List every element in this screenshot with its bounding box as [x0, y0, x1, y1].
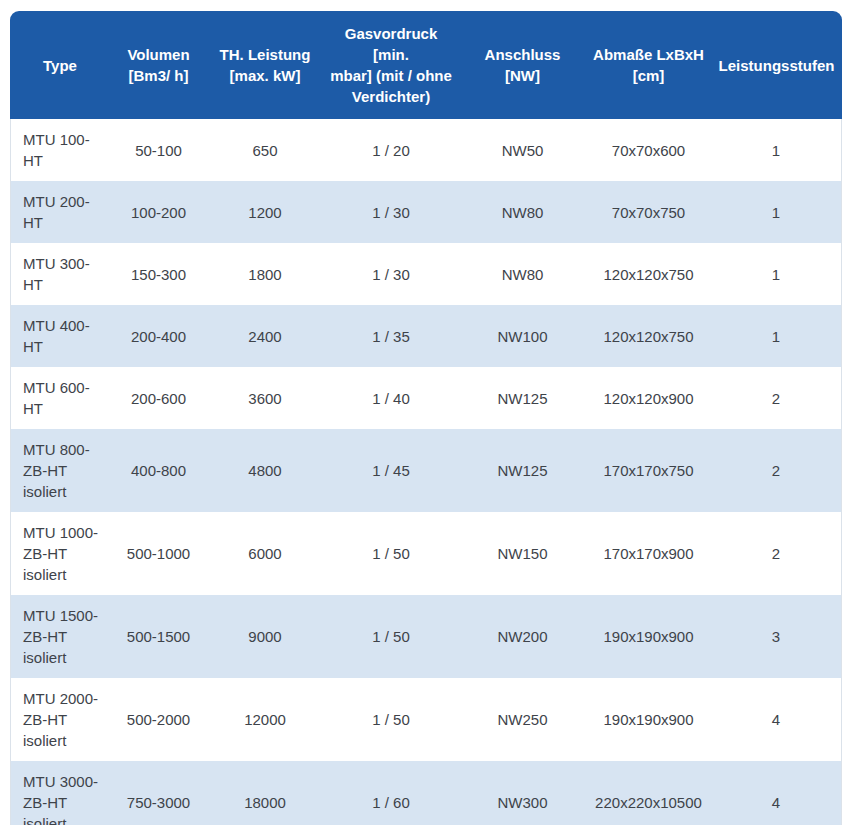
cell-anschluss: NW150	[459, 512, 586, 595]
cell-anschluss: NW300	[459, 761, 586, 825]
cell-anschluss: NW200	[459, 595, 586, 678]
table-row: MTU 1000- ZB-HT isoliert500-100060001 / …	[10, 512, 842, 595]
cell-leistung: 9000	[207, 595, 323, 678]
cell-leistung: 650	[207, 119, 323, 181]
cell-stufen: 1	[711, 181, 842, 243]
cell-stufen: 4	[711, 678, 842, 761]
cell-type: MTU 200- HT	[10, 181, 110, 243]
cell-stufen: 1	[711, 305, 842, 367]
cell-type: MTU 600- HT	[10, 367, 110, 429]
cell-gas: 1 / 50	[323, 595, 459, 678]
cell-gas: 1 / 30	[323, 181, 459, 243]
cell-stufen: 2	[711, 367, 842, 429]
column-header-type: Type	[10, 11, 110, 119]
cell-type: MTU 100- HT	[10, 119, 110, 181]
column-header-gas: Gasvordruck [min. mbar] (mit / ohne Verd…	[323, 11, 459, 119]
cell-volumen: 150-300	[110, 243, 207, 305]
cell-stufen: 3	[711, 595, 842, 678]
cell-stufen: 1	[711, 119, 842, 181]
cell-volumen: 400-800	[110, 429, 207, 512]
cell-leistung: 3600	[207, 367, 323, 429]
table-row: MTU 200- HT100-20012001 / 30NW8070x70x75…	[10, 181, 842, 243]
table-row: MTU 3000- ZB-HT isoliert750-3000180001 /…	[10, 761, 842, 825]
cell-leistung: 6000	[207, 512, 323, 595]
column-header-anschluss: Anschluss [NW]	[459, 11, 586, 119]
cell-volumen: 200-600	[110, 367, 207, 429]
cell-volumen: 500-1500	[110, 595, 207, 678]
column-header-leistung: TH. Leistung [max. kW]	[207, 11, 323, 119]
cell-gas: 1 / 45	[323, 429, 459, 512]
cell-type: MTU 3000- ZB-HT isoliert	[10, 761, 110, 825]
cell-anschluss: NW50	[459, 119, 586, 181]
cell-abmasse: 120x120x750	[586, 305, 711, 367]
cell-anschluss: NW125	[459, 429, 586, 512]
table-row: MTU 800- ZB-HT isoliert400-80048001 / 45…	[10, 429, 842, 512]
table-row: MTU 1500- ZB-HT isoliert500-150090001 / …	[10, 595, 842, 678]
cell-abmasse: 120x120x900	[586, 367, 711, 429]
cell-anschluss: NW250	[459, 678, 586, 761]
cell-stufen: 2	[711, 429, 842, 512]
cell-gas: 1 / 20	[323, 119, 459, 181]
cell-stufen: 1	[711, 243, 842, 305]
cell-gas: 1 / 40	[323, 367, 459, 429]
cell-type: MTU 2000- ZB-HT isoliert	[10, 678, 110, 761]
cell-type: MTU 800- ZB-HT isoliert	[10, 429, 110, 512]
table-row: MTU 600- HT200-60036001 / 40NW125120x120…	[10, 367, 842, 429]
cell-volumen: 750-3000	[110, 761, 207, 825]
cell-gas: 1 / 60	[323, 761, 459, 825]
cell-type: MTU 400- HT	[10, 305, 110, 367]
cell-leistung: 1800	[207, 243, 323, 305]
cell-abmasse: 120x120x750	[586, 243, 711, 305]
table-body: MTU 100- HT50-1006501 / 20NW5070x70x6001…	[10, 119, 842, 825]
cell-gas: 1 / 50	[323, 512, 459, 595]
column-header-volumen: Volumen [Bm3/ h]	[110, 11, 207, 119]
cell-leistung: 1200	[207, 181, 323, 243]
table-header-row: TypeVolumen [Bm3/ h]TH. Leistung [max. k…	[10, 11, 842, 119]
cell-anschluss: NW80	[459, 243, 586, 305]
cell-leistung: 18000	[207, 761, 323, 825]
cell-type: MTU 300- HT	[10, 243, 110, 305]
cell-leistung: 4800	[207, 429, 323, 512]
cell-leistung: 2400	[207, 305, 323, 367]
cell-volumen: 200-400	[110, 305, 207, 367]
page: TypeVolumen [Bm3/ h]TH. Leistung [max. k…	[0, 0, 850, 825]
cell-abmasse: 190x190x900	[586, 678, 711, 761]
cell-type: MTU 1500- ZB-HT isoliert	[10, 595, 110, 678]
cell-abmasse: 70x70x750	[586, 181, 711, 243]
cell-type: MTU 1000- ZB-HT isoliert	[10, 512, 110, 595]
cell-volumen: 500-1000	[110, 512, 207, 595]
table-row: MTU 300- HT150-30018001 / 30NW80120x120x…	[10, 243, 842, 305]
cell-volumen: 50-100	[110, 119, 207, 181]
table-row: MTU 2000- ZB-HT isoliert500-2000120001 /…	[10, 678, 842, 761]
cell-anschluss: NW100	[459, 305, 586, 367]
table-row: MTU 400- HT200-40024001 / 35NW100120x120…	[10, 305, 842, 367]
cell-volumen: 100-200	[110, 181, 207, 243]
column-header-stufen: Leistungsstufen	[711, 11, 842, 119]
cell-abmasse: 220x220x10500	[586, 761, 711, 825]
cell-gas: 1 / 50	[323, 678, 459, 761]
table-row: MTU 100- HT50-1006501 / 20NW5070x70x6001	[10, 119, 842, 181]
cell-stufen: 2	[711, 512, 842, 595]
cell-leistung: 12000	[207, 678, 323, 761]
cell-abmasse: 70x70x600	[586, 119, 711, 181]
cell-abmasse: 190x190x900	[586, 595, 711, 678]
column-header-abmasse: Abmaße LxBxH [cm]	[586, 11, 711, 119]
cell-anschluss: NW125	[459, 367, 586, 429]
cell-volumen: 500-2000	[110, 678, 207, 761]
cell-gas: 1 / 30	[323, 243, 459, 305]
cell-gas: 1 / 35	[323, 305, 459, 367]
cell-abmasse: 170x170x750	[586, 429, 711, 512]
cell-stufen: 4	[711, 761, 842, 825]
cell-abmasse: 170x170x900	[586, 512, 711, 595]
product-spec-table: TypeVolumen [Bm3/ h]TH. Leistung [max. k…	[10, 11, 842, 825]
cell-anschluss: NW80	[459, 181, 586, 243]
